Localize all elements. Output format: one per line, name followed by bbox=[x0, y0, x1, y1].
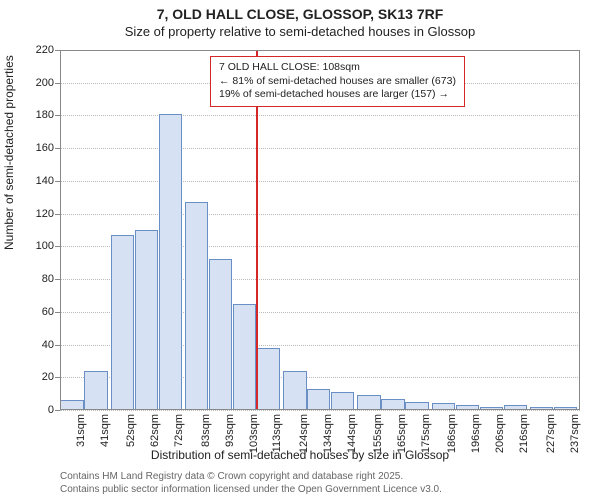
x-tick-label: 93sqm bbox=[224, 414, 236, 447]
y-tick-label: 160 bbox=[36, 142, 54, 154]
title-sub: Size of property relative to semi-detach… bbox=[0, 24, 600, 39]
y-tick-label: 40 bbox=[42, 339, 54, 351]
y-tick-label: 20 bbox=[42, 371, 54, 383]
x-tick-label: 41sqm bbox=[99, 414, 111, 447]
y-tick-label: 0 bbox=[48, 404, 54, 416]
x-tick-label: 62sqm bbox=[149, 414, 161, 447]
y-tick-label: 220 bbox=[36, 44, 54, 56]
y-tick-label: 180 bbox=[36, 109, 54, 121]
attribution: Contains HM Land Registry data © Crown c… bbox=[60, 470, 442, 496]
y-tick-label: 140 bbox=[36, 175, 54, 187]
x-tick-label: 31sqm bbox=[75, 414, 87, 447]
gridline bbox=[60, 410, 580, 411]
x-tick-label: 52sqm bbox=[125, 414, 137, 447]
y-tick-label: 80 bbox=[42, 273, 54, 285]
x-tick-label: 83sqm bbox=[200, 414, 212, 447]
title-main: 7, OLD HALL CLOSE, GLOSSOP, SK13 7RF bbox=[0, 6, 600, 22]
x-tick-label: 113sqm bbox=[271, 414, 283, 452]
y-tick-mark bbox=[55, 410, 60, 411]
y-tick-label: 120 bbox=[36, 208, 54, 220]
chart-container: 7, OLD HALL CLOSE, GLOSSOP, SK13 7RF Siz… bbox=[0, 0, 600, 500]
attribution-line1: Contains HM Land Registry data © Crown c… bbox=[60, 470, 442, 483]
plot-border bbox=[60, 50, 580, 410]
y-tick-label: 60 bbox=[42, 306, 54, 318]
y-tick-label: 200 bbox=[36, 77, 54, 89]
y-axis-label: Number of semi-detached properties bbox=[2, 55, 16, 250]
attribution-line2: Contains public sector information licen… bbox=[60, 483, 442, 496]
x-axis-label: Distribution of semi-detached houses by … bbox=[0, 448, 600, 462]
plot-area: 020406080100120140160180200220 7 OLD HAL… bbox=[60, 50, 580, 410]
x-tick-label: 72sqm bbox=[173, 414, 185, 447]
y-tick-label: 100 bbox=[36, 240, 54, 252]
